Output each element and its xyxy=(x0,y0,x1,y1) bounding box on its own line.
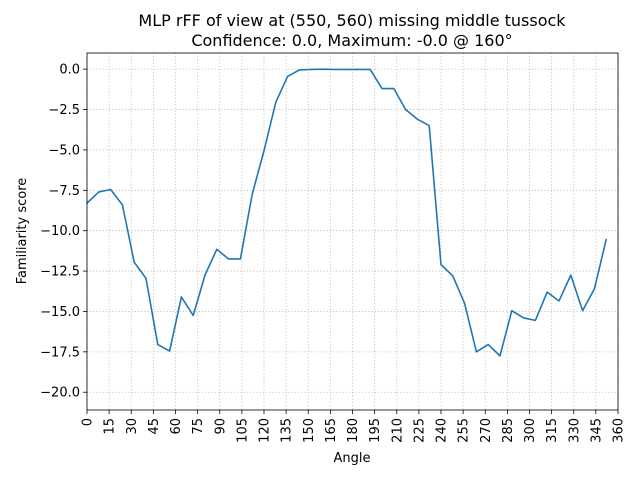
x-tick-label: 270 xyxy=(479,418,494,443)
x-tick-label: 120 xyxy=(258,418,273,443)
y-tick-label: 0.0 xyxy=(59,63,80,78)
x-tick-label: 240 xyxy=(435,418,450,443)
x-tick-label: 225 xyxy=(412,418,427,443)
x-tick-label: 165 xyxy=(324,418,339,443)
series-line xyxy=(86,68,608,357)
y-tick-label: −10.0 xyxy=(40,224,80,239)
x-tick-label: 135 xyxy=(280,418,295,443)
y-tick-label: −15.0 xyxy=(40,305,80,320)
chart-title: MLP rFF of view at (550, 560) missing mi… xyxy=(138,11,566,30)
x-axis-ticks: 0 15 30 45 60 75 90 105 120 135 150 165 180 195 210 225… xyxy=(81,410,627,443)
series-layer xyxy=(86,68,608,357)
x-tick-label: 180 xyxy=(346,418,361,443)
x-tick-label: 210 xyxy=(390,418,405,443)
x-tick-label: 330 xyxy=(567,418,582,443)
y-tick-label: −12.5 xyxy=(40,265,80,280)
x-tick-label: 255 xyxy=(457,418,472,443)
grid-lines xyxy=(86,53,619,410)
y-axis-ticks: 0.0 −2.5 −5.0 −7.5 −10.0 −12.5 −15.0 −17.5 −20.0 xyxy=(40,63,87,401)
x-tick-label: 0 xyxy=(81,418,96,426)
x-tick-label: 360 xyxy=(612,418,627,443)
x-tick-label: 30 xyxy=(125,418,140,435)
x-tick-label: 285 xyxy=(501,418,516,443)
y-tick-label: −7.5 xyxy=(48,184,80,199)
chart-subtitle: Confidence: 0.0, Maximum: -0.0 @ 160° xyxy=(191,31,512,50)
y-tick-label: −5.0 xyxy=(48,143,80,158)
x-tick-label: 105 xyxy=(235,418,250,443)
x-tick-label: 315 xyxy=(545,418,560,443)
x-tick-label: 90 xyxy=(213,418,228,435)
x-tick-label: 150 xyxy=(302,418,317,443)
x-tick-label: 45 xyxy=(147,418,162,435)
y-tick-label: −20.0 xyxy=(40,386,80,401)
x-tick-label: 300 xyxy=(523,418,538,443)
y-tick-label: −17.5 xyxy=(40,345,80,360)
x-tick-label: 195 xyxy=(368,418,383,443)
x-tick-label: 75 xyxy=(191,418,206,435)
x-tick-label: 345 xyxy=(589,418,604,443)
x-tick-label: 15 xyxy=(103,418,118,435)
y-axis-label: Familiarity score xyxy=(15,178,30,285)
x-axis-label: Angle xyxy=(334,451,371,466)
plot-frame xyxy=(86,52,619,411)
x-tick-label: 60 xyxy=(169,418,184,435)
y-tick-label: −2.5 xyxy=(48,103,80,118)
